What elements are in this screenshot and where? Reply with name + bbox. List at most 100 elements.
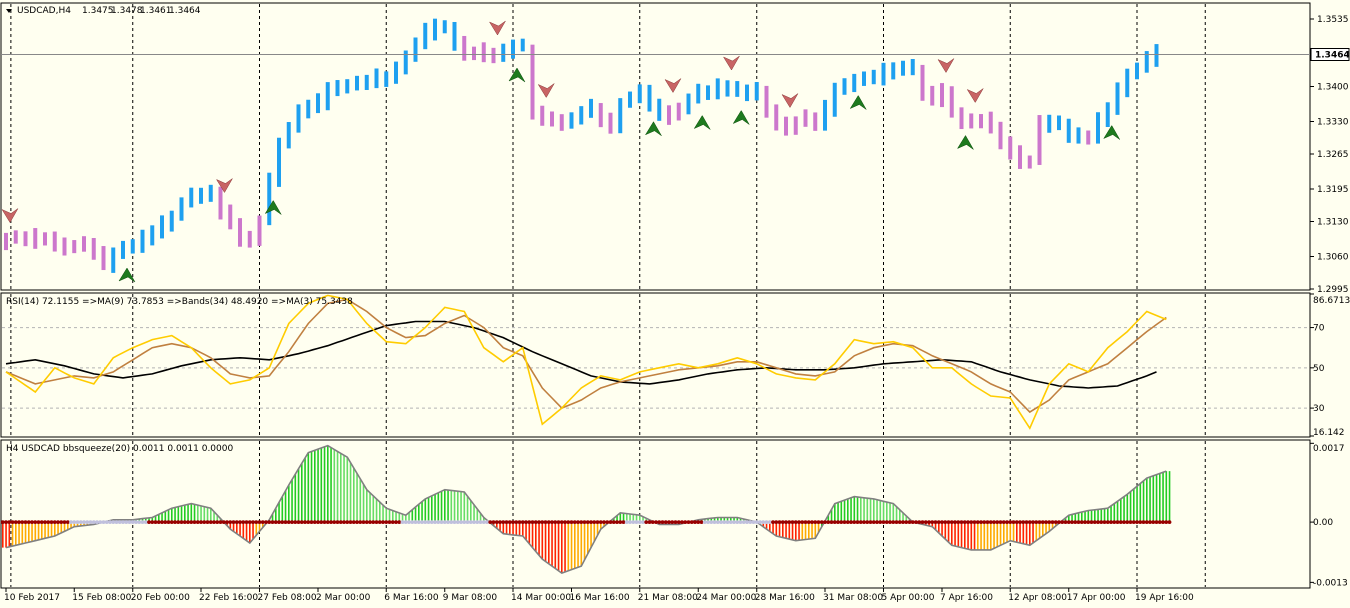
bbsqueeze-bar	[187, 504, 189, 523]
bbsqueeze-bar	[1045, 522, 1047, 534]
squeeze-on-dot	[914, 520, 918, 525]
bbsqueeze-bar	[1084, 511, 1086, 523]
squeeze-on-dot	[1066, 520, 1071, 525]
price-bar	[881, 62, 886, 86]
squeeze-on-dot	[290, 520, 294, 525]
squeeze-on-dot	[1070, 520, 1074, 525]
squeeze-on-dot	[673, 520, 678, 525]
current-price-box	[1310, 48, 1350, 61]
squeeze-off-dot	[108, 520, 112, 525]
squeeze-on-dot	[283, 520, 288, 525]
squeeze-on-dot	[904, 520, 909, 525]
bbsqueeze-bar	[528, 522, 531, 544]
bbsqueeze-bar	[629, 514, 631, 523]
time-axis-label: 20 Feb 00:00	[131, 593, 190, 603]
squeeze-on-dot	[247, 520, 252, 525]
bbsqueeze-bar	[15, 522, 17, 546]
bbsqueeze-bar	[895, 506, 898, 523]
squeeze-off-dot	[702, 520, 707, 525]
bbsqueeze-bar	[457, 491, 459, 523]
bbsqueeze-bar	[970, 522, 973, 550]
price-bar	[579, 106, 584, 125]
time-axis-label: 6 Mar 16:00	[384, 593, 439, 603]
squeeze-on-dot	[176, 520, 181, 525]
bbsqueeze-bar	[1022, 522, 1025, 544]
bbsqueeze-bar	[996, 522, 999, 547]
bbsqueeze-bar	[1064, 517, 1067, 523]
squeeze-on-dot	[871, 520, 876, 525]
squeeze-on-dot	[1096, 520, 1100, 525]
bbsqueeze-bar	[720, 517, 722, 523]
squeeze-on-dot	[358, 520, 363, 525]
bbsqueeze-bar	[340, 453, 342, 523]
bbsqueeze-grid	[10, 441, 1206, 587]
squeeze-on-dot	[686, 520, 691, 525]
squeeze-on-dot	[543, 520, 548, 525]
price-bar	[481, 42, 486, 63]
bbsqueeze-bar	[512, 522, 514, 535]
bbsqueeze-bar	[1113, 503, 1116, 523]
squeeze-on-dot	[231, 520, 236, 525]
bbsqueeze-bar	[642, 516, 644, 523]
bbsqueeze-bar	[1162, 472, 1164, 523]
squeeze-on-dot	[173, 520, 177, 525]
bbsqueeze-bar	[1129, 491, 1132, 523]
bbsqueeze-bar	[24, 522, 27, 543]
bbsqueeze-bar	[349, 462, 352, 523]
bbsqueeze-bar	[600, 522, 602, 530]
squeeze-on-dot	[527, 520, 532, 525]
bbsqueeze-bar	[567, 522, 570, 571]
price-axis-label: 1.3535	[1317, 15, 1349, 25]
squeeze-off-dot	[75, 520, 80, 525]
squeeze-on-dot	[689, 520, 694, 525]
triangle-down-icon[interactable]	[6, 9, 12, 13]
bbsqueeze-bar	[798, 522, 800, 541]
squeeze-on-dot	[1063, 520, 1068, 525]
price-bar	[1008, 136, 1013, 160]
bbsqueeze-bar	[856, 497, 859, 523]
squeeze-on-dot	[891, 520, 896, 525]
bbsqueeze-bar	[554, 522, 557, 569]
bbsqueeze-bar	[941, 522, 943, 537]
squeeze-on-dot	[699, 520, 704, 525]
price-bar	[540, 105, 545, 126]
price-bar	[930, 85, 935, 106]
price-bar	[72, 240, 77, 254]
price-bar	[121, 240, 125, 259]
bbsqueeze-bar	[242, 522, 245, 539]
bbsqueeze-bar	[44, 522, 46, 539]
price-bar	[472, 46, 476, 61]
bbsqueeze-bar	[570, 522, 573, 570]
bbsqueeze-bar	[730, 517, 732, 523]
bbsqueeze-bar	[1103, 508, 1106, 523]
bbsqueeze-bar	[964, 522, 966, 549]
squeeze-on-dot	[33, 520, 38, 525]
squeeze-on-dot	[849, 520, 853, 525]
squeeze-on-dot	[501, 520, 506, 525]
squeeze-on-dot	[507, 520, 512, 525]
squeeze-on-dot	[774, 520, 779, 525]
bbsqueeze-bar	[1035, 522, 1038, 541]
squeeze-on-dot	[517, 520, 522, 525]
squeeze-on-dot	[1138, 520, 1143, 525]
price-axis-label: 1.3330	[1317, 118, 1349, 128]
squeeze-on-dot	[888, 520, 892, 525]
price-axis-label: 1.3060	[1317, 253, 1349, 263]
price-bar	[1135, 62, 1139, 80]
rsi-axis-label: 30	[1313, 404, 1325, 414]
squeeze-off-dot	[709, 520, 714, 525]
price-bar	[111, 247, 116, 273]
bbsqueeze-bar	[1139, 483, 1142, 523]
squeeze-on-dot	[595, 520, 600, 525]
price-bar	[296, 104, 301, 133]
bbsqueeze-bar	[258, 522, 261, 532]
price-bar	[901, 60, 905, 76]
bbsqueeze-bar	[281, 496, 284, 523]
squeeze-off-dot	[725, 520, 730, 525]
squeeze-on-dot	[826, 520, 831, 525]
squeeze-off-dot	[104, 520, 109, 525]
squeeze-on-dot	[810, 520, 814, 525]
squeeze-off-dot	[429, 520, 434, 525]
buy-arrow-icon	[644, 121, 662, 136]
squeeze-off-dot	[485, 520, 489, 525]
